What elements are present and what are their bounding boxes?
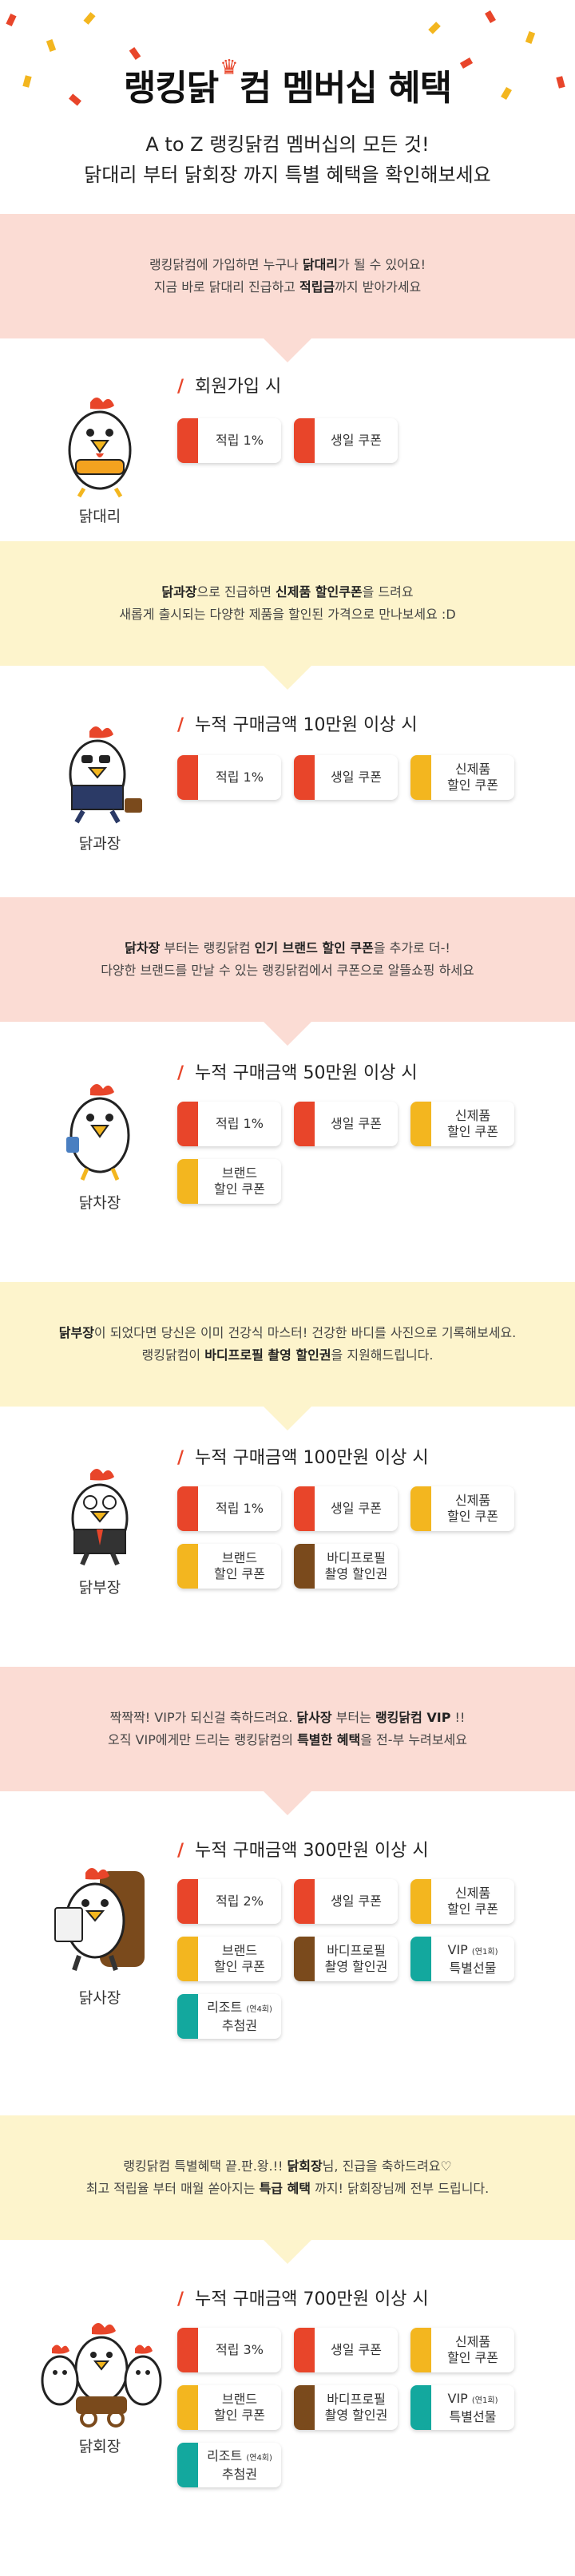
tier-name: 닭부장 [78, 1579, 121, 1597]
benefit-resort-badge: 리조트 (연4회) 추첨권 [177, 1994, 281, 2039]
tier-name: 닭차장 [78, 1194, 121, 1212]
tier-section-bujang: 닭부장 / 누적 구매금액 100만원 이상 시 적립 1% 생일 쿠폰 신제품 할… [0, 1407, 575, 1667]
chicken-icon [54, 1868, 145, 1971]
tier-banner-hoejang: 랭킹닭컴 특별혜택 끝.판.왕.!! 닭회장님, 진급을 축하드려요♡ 최고 적… [0, 2115, 575, 2264]
hero-section: 랭킹닭♛컴 멤버십 혜택 A to Z 랭킹닭컴 멤버십의 모든 것! 닭대리 … [0, 0, 575, 214]
tier-condition: / 누적 구매금액 300만원 이상 시 [177, 1841, 429, 1861]
tier-condition: / 누적 구매금액 100만원 이상 시 [177, 1448, 429, 1468]
page-subtitle: A to Z 랭킹닭컴 멤버십의 모든 것! 닭대리 부터 닭회장 까지 특별 … [84, 133, 491, 186]
benefit-new-product-badge: 신제품 할인 쿠폰 [410, 1879, 514, 1924]
benefit-new-product-badge: 신제품 할인 쿠폰 [410, 2328, 514, 2372]
benefit-body-profile-badge: 바디프로필 촬영 할인권 [294, 1937, 398, 1981]
chicken-mascot-sajang: 닭사장 [32, 1860, 168, 2008]
benefit-vip-gift-badge: VIP (연1회) 특별선물 [410, 1937, 514, 1981]
chicken-mascot-daeri: 닭대리 [32, 394, 168, 526]
benefit-list: 적립 1% 생일 쿠폰 신제품 할인 쿠폰 [177, 755, 553, 800]
benefit-new-product-badge: 신제품 할인 쿠폰 [410, 1486, 514, 1531]
benefit-list: 적립 1% 생일 쿠폰 [177, 418, 553, 463]
tier-name: 닭사장 [78, 1989, 121, 2007]
tier-name: 닭과장 [78, 835, 121, 853]
benefit-birthday-badge: 생일 쿠폰 [294, 1486, 398, 1531]
chicken-mascot-hoejang: 닭회장 [32, 2317, 168, 2456]
chicken-icon [69, 726, 142, 824]
benefit-resort-badge: 리조트 (연4회) 추첨권 [177, 2443, 281, 2487]
benefit-body-profile-badge: 바디프로필 촬영 할인권 [294, 1544, 398, 1589]
chicken-mascot-bujang: 닭부장 [32, 1466, 168, 1597]
benefit-vip-gift-badge: VIP (연1회) 특별선물 [410, 2385, 514, 2430]
tier-name: 닭회장 [78, 2438, 121, 2455]
tier-section-sajang: 닭사장 / 누적 구매금액 300만원 이상 시 적립 2% 생일 쿠폰 신제품 할… [0, 1791, 575, 2115]
benefit-brand-badge: 브랜드 할인 쿠폰 [177, 1937, 281, 1981]
benefit-birthday-badge: 생일 쿠폰 [294, 2328, 398, 2372]
tier-banner-chajang: 닭차장 부터는 랭킹닭컴 인기 브랜드 할인 쿠폰을 추가로 더-! 다양한 브… [0, 897, 575, 1046]
benefit-point-badge: 적립 1% [177, 1486, 281, 1531]
benefit-point-badge: 적립 1% [177, 1102, 281, 1146]
crown-icon: ♛ [220, 56, 238, 80]
tier-condition: / 누적 구매금액 10만원 이상 시 [177, 715, 418, 735]
benefit-body-profile-badge: 바디프로필 촬영 할인권 [294, 2385, 398, 2430]
benefit-list: 적립 2% 생일 쿠폰 신제품 할인 쿠폰 브랜드 할인 쿠폰 바디프로필 촬영 할인… [177, 1879, 553, 2039]
tier-section-gwajang: 닭과장 / 누적 구매금액 10만원 이상 시 적립 1% 생일 쿠폰 신제품 할인… [0, 666, 575, 897]
chicken-icon [66, 1084, 130, 1181]
benefit-list: 적립 1% 생일 쿠폰 신제품 할인 쿠폰 브랜드 할인 쿠폰 [177, 1102, 553, 1204]
benefit-birthday-badge: 생일 쿠폰 [294, 755, 398, 800]
tier-banner-daeri: 랭킹닭컴에 가입하면 누구나 닭대리가 될 수 있어요! 지금 바로 닭대리 진… [0, 214, 575, 362]
chicken-icon [71, 1469, 129, 1566]
benefit-point-badge: 적립 1% [177, 418, 281, 463]
benefit-point-badge: 적립 2% [177, 1879, 281, 1924]
tier-banner-bujang: 닭부장이 되었다면 당신은 이미 건강식 마스터! 건강한 바디를 사진으로 기… [0, 1282, 575, 1430]
chicken-group-icon [41, 2323, 162, 2428]
tier-banner-sajang: 짝짝짝! VIP가 되신걸 축하드려요. 닭사장 부터는 랭킹닭컴 VIP !!… [0, 1667, 575, 1815]
tier-condition: / 누적 구매금액 700만원 이상 시 [177, 2289, 429, 2309]
benefit-new-product-badge: 신제품 할인 쿠폰 [410, 755, 514, 800]
benefit-brand-badge: 브랜드 할인 쿠폰 [177, 2385, 281, 2430]
benefit-birthday-badge: 생일 쿠폰 [294, 1879, 398, 1924]
tier-banner-gwajang: 닭과장으로 진급하면 신제품 할인쿠폰을 드려요 새롭게 출시되는 다양한 제품… [0, 541, 575, 690]
benefit-point-badge: 적립 3% [177, 2328, 281, 2372]
tier-section-chajang: 닭차장 / 누적 구매금액 50만원 이상 시 적립 1% 생일 쿠폰 신제품 할인… [0, 1022, 575, 1282]
benefit-brand-badge: 브랜드 할인 쿠폰 [177, 1159, 281, 1204]
chicken-mascot-gwajang: 닭과장 [32, 722, 168, 853]
benefit-birthday-badge: 생일 쿠폰 [294, 1102, 398, 1146]
tier-condition: / 회원가입 시 [177, 377, 282, 397]
tier-name: 닭대리 [78, 508, 121, 525]
tier-section-daeri: 닭대리 / 회원가입 시 적립 1% 생일 쿠폰 [0, 338, 575, 541]
chicken-mascot-chajang: 닭차장 [32, 1081, 168, 1213]
benefit-birthday-badge: 생일 쿠폰 [294, 418, 398, 463]
benefit-brand-badge: 브랜드 할인 쿠폰 [177, 1544, 281, 1589]
tier-condition: / 누적 구매금액 50만원 이상 시 [177, 1063, 418, 1083]
benefit-point-badge: 적립 1% [177, 755, 281, 800]
page-title: 랭킹닭♛컴 멤버십 혜택 [123, 56, 452, 109]
chicken-icon [68, 398, 132, 498]
benefit-new-product-badge: 신제품 할인 쿠폰 [410, 1102, 514, 1146]
benefit-list: 적립 3% 생일 쿠폰 신제품 할인 쿠폰 브랜드 할인 쿠폰 바디프로필 촬영 할인… [177, 2328, 553, 2487]
tier-section-hoejang: 닭회장 / 누적 구매금액 700만원 이상 시 적립 3% 생일 쿠폰 신제품 할… [0, 2240, 575, 2576]
benefit-list: 적립 1% 생일 쿠폰 신제품 할인 쿠폰 브랜드 할인 쿠폰 바디프로필 촬영 할인… [177, 1486, 553, 1589]
